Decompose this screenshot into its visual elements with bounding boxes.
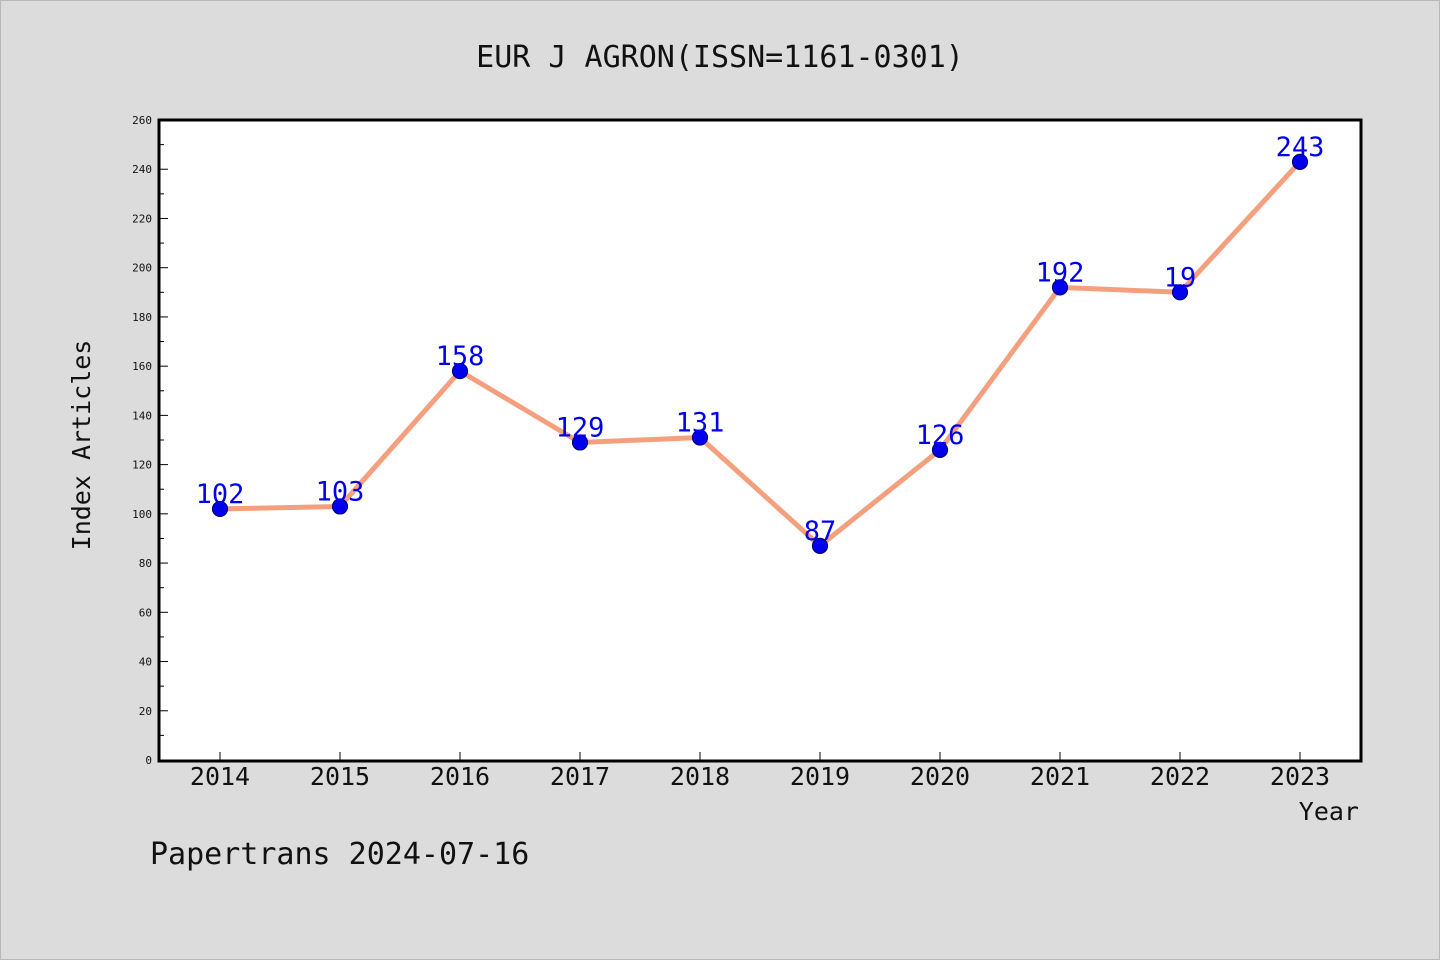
y-tick-label: 200 bbox=[132, 262, 152, 275]
y-axis-label: Index Articles bbox=[67, 340, 96, 551]
data-label: 19 bbox=[1164, 262, 1197, 293]
data-label: 158 bbox=[436, 341, 485, 372]
plot-area bbox=[157, 118, 1363, 763]
y-tick-label: 240 bbox=[132, 163, 152, 176]
y-tick-label: 100 bbox=[132, 508, 152, 521]
y-tick-label: 120 bbox=[132, 459, 152, 472]
y-tick-label: 160 bbox=[132, 360, 152, 373]
x-axis-label: Year bbox=[1299, 797, 1359, 826]
x-tick-label: 2019 bbox=[790, 762, 850, 791]
series-line bbox=[217, 159, 1303, 549]
chart-title: EUR J AGRON(ISSN=1161-0301) bbox=[476, 40, 964, 75]
data-point bbox=[331, 498, 349, 515]
x-tick-label: 2023 bbox=[1270, 762, 1330, 791]
data-point bbox=[571, 434, 589, 451]
data-label: 129 bbox=[556, 412, 605, 443]
y-tick-label: 220 bbox=[132, 212, 152, 225]
data-label: 192 bbox=[1036, 257, 1085, 288]
data-label: 243 bbox=[1276, 132, 1325, 163]
x-axis: 2014 2015 2016 2017 2018 2019 2020 2021 2022 2023 bbox=[190, 752, 1330, 791]
x-tick-label: 2018 bbox=[670, 762, 730, 791]
data-point bbox=[691, 429, 709, 446]
data-label: 102 bbox=[196, 479, 245, 510]
data-point bbox=[811, 537, 829, 554]
data-point bbox=[211, 500, 229, 518]
y-tick-label: 0 bbox=[145, 754, 152, 767]
x-tick-label: 2015 bbox=[310, 762, 370, 791]
footer-credit: Papertrans 2024-07-16 bbox=[150, 837, 529, 872]
data-label: 126 bbox=[916, 420, 965, 451]
y-tick-label: 140 bbox=[132, 409, 152, 422]
data-point bbox=[451, 362, 469, 380]
x-tick-label: 2016 bbox=[430, 762, 490, 791]
data-point bbox=[931, 441, 949, 458]
y-tick-label: 80 bbox=[139, 557, 152, 570]
data-label: 87 bbox=[804, 516, 837, 547]
x-tick-label: 2017 bbox=[550, 762, 610, 791]
series-articles: 102 103 158 129 131 87 126 192 19 243 bbox=[196, 132, 1325, 554]
data-point bbox=[1051, 279, 1069, 296]
y-tick-label: 260 bbox=[132, 114, 152, 127]
y-tick-label: 180 bbox=[132, 311, 152, 324]
x-tick-label: 2014 bbox=[190, 762, 250, 791]
x-tick-label: 2020 bbox=[910, 762, 970, 791]
y-tick-label: 40 bbox=[139, 656, 152, 669]
data-label: 103 bbox=[316, 476, 365, 507]
x-tick-label: 2022 bbox=[1150, 762, 1210, 791]
x-tick-label: 2021 bbox=[1030, 762, 1090, 791]
y-tick-label: 20 bbox=[139, 705, 152, 718]
data-label: 131 bbox=[676, 408, 725, 439]
data-point bbox=[1171, 284, 1189, 301]
y-tick-label: 60 bbox=[139, 606, 152, 619]
data-point bbox=[1291, 153, 1309, 170]
y-axis: 0 20 40 60 80 100 120 140 160 180 200 220 240 260 bbox=[132, 114, 168, 767]
